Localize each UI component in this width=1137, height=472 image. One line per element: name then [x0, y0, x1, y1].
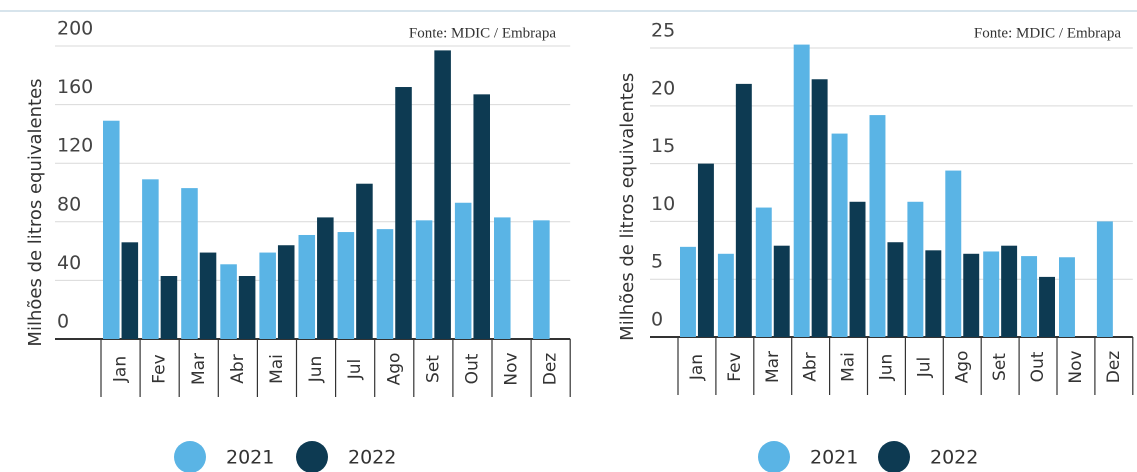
legend-label: 2022	[930, 447, 978, 469]
x-tick-label: Dez	[1104, 351, 1124, 384]
bar	[395, 87, 412, 340]
bar	[925, 250, 942, 337]
bar	[160, 276, 178, 339]
y-tick-label: 80	[57, 193, 81, 215]
bar	[415, 220, 433, 339]
x-tick-label: Mai	[839, 352, 859, 382]
legend-label: 2021	[226, 447, 274, 469]
x-tick-label: Ago	[952, 351, 972, 384]
bar	[454, 202, 472, 339]
bar	[945, 170, 962, 337]
x-tick-label: Abr	[801, 352, 821, 381]
bar	[755, 207, 772, 337]
x-tick-label: Out	[1028, 351, 1048, 382]
y-axis-label: Milhões de litros equivalentes	[25, 78, 46, 346]
x-tick-label: Nov	[1066, 350, 1086, 383]
y-tick-label: 25	[651, 20, 675, 42]
bar	[298, 234, 316, 339]
x-tick-label: Jan	[111, 356, 131, 383]
y-tick-label: 5	[651, 251, 663, 273]
bar	[494, 217, 511, 339]
bar	[220, 264, 237, 339]
y-axis-label: Milhões de litros equivalentes	[617, 73, 638, 341]
bar	[533, 220, 550, 339]
bar	[811, 79, 828, 337]
bar	[142, 179, 159, 339]
bar	[259, 252, 276, 339]
bar	[434, 50, 451, 340]
bar	[199, 252, 217, 339]
bar	[277, 245, 295, 339]
bar	[907, 201, 924, 337]
x-tick-label: Dez	[541, 353, 561, 386]
bar	[697, 163, 714, 337]
x-tick-label: Out	[462, 353, 482, 384]
bar	[317, 217, 334, 339]
y-tick-label: 10	[651, 193, 675, 215]
x-tick-label: Jun	[876, 354, 896, 382]
x-tick-label: Fev	[150, 354, 170, 383]
x-tick-label: Fev	[725, 352, 745, 381]
x-tick-label: Nov	[502, 352, 522, 385]
bar	[103, 120, 120, 339]
bar	[963, 253, 980, 337]
source-note: Fonte: MDIC / Embrapa	[974, 25, 1121, 41]
bar	[1001, 245, 1018, 337]
x-tick-label: Jul	[345, 359, 365, 381]
legend-label: 2021	[810, 447, 858, 469]
bar	[869, 115, 886, 337]
y-tick-label: 120	[57, 135, 93, 157]
y-tick-label: 160	[57, 76, 93, 98]
y-tick-label: 40	[57, 252, 81, 274]
bar	[1021, 256, 1038, 337]
x-tick-label: Set	[423, 355, 443, 383]
x-tick-label: Jul	[914, 357, 934, 379]
bar	[735, 83, 752, 337]
bar	[1096, 221, 1113, 337]
x-tick-label: Jan	[687, 354, 707, 381]
bar	[376, 229, 394, 339]
source-note: Fonte: MDIC / Embrapa	[409, 25, 556, 41]
x-tick-label: Jun	[306, 356, 326, 384]
x-tick-label: Mar	[763, 351, 783, 383]
bar	[473, 94, 490, 339]
bar	[831, 133, 848, 337]
legend-label: 2022	[348, 447, 396, 469]
bar	[1059, 257, 1075, 337]
y-tick-label: 0	[57, 311, 69, 333]
legend-swatch	[296, 441, 328, 472]
x-tick-label: Abr	[228, 354, 248, 383]
bar	[238, 276, 256, 339]
bar	[337, 232, 355, 339]
bar	[849, 201, 866, 337]
legend-swatch	[878, 441, 910, 472]
bar	[181, 188, 198, 339]
x-tick-label: Mar	[189, 353, 209, 385]
y-tick-label: 0	[651, 309, 663, 331]
x-tick-label: Mai	[267, 354, 287, 384]
bar	[717, 253, 734, 337]
bar	[887, 242, 904, 337]
x-tick-label: Set	[990, 353, 1010, 381]
bar	[680, 246, 696, 337]
bar	[121, 242, 139, 339]
legend-swatch	[758, 441, 790, 472]
x-tick-label: Ago	[384, 353, 404, 386]
y-tick-label: 15	[651, 135, 675, 157]
bar	[983, 251, 1000, 337]
legend-swatch	[174, 441, 206, 472]
bar	[356, 183, 373, 339]
y-tick-label: 200	[57, 18, 93, 40]
bar	[1039, 276, 1055, 337]
bar	[773, 245, 790, 337]
bar	[793, 44, 810, 337]
y-tick-label: 20	[651, 77, 675, 99]
